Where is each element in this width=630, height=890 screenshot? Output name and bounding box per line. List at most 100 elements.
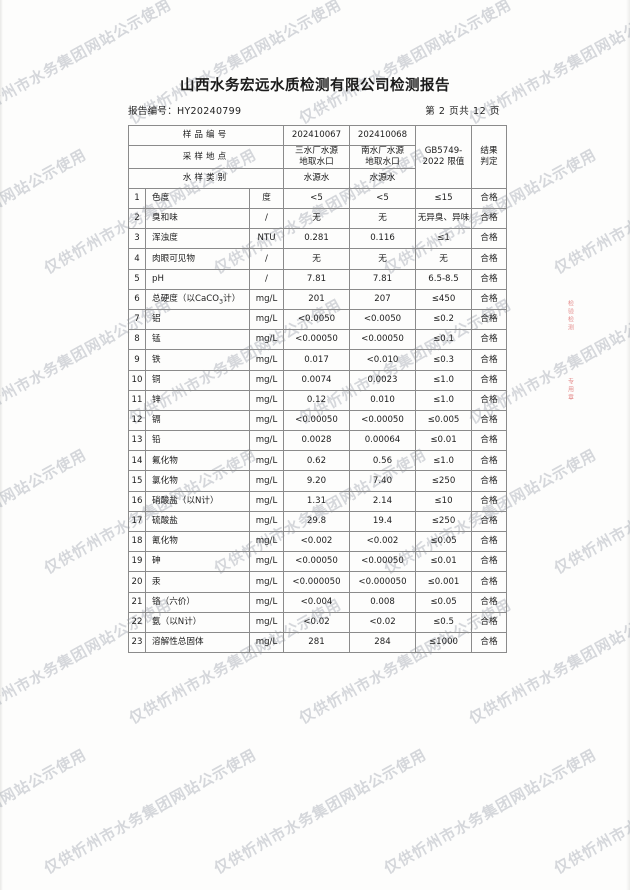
row-sample-2-value: <0.02 xyxy=(349,611,416,633)
paper-right-edge-shadow xyxy=(626,0,630,890)
row-index: 12 xyxy=(128,409,146,432)
row-limit-value: 无 xyxy=(415,248,472,270)
row-sample-1-value: 无 xyxy=(283,208,350,230)
row-unit: mg/L xyxy=(249,409,284,432)
table-row: 7 铝 mg/L <0.0050 <0.0050 ≤0.2 合格 xyxy=(128,308,507,331)
row-parameter-name: 硫酸盐 xyxy=(145,510,250,533)
row-verdict: 合格 xyxy=(471,409,507,432)
row-parameter-name: 铜 xyxy=(145,369,250,391)
row-parameter-name: 臭和味 xyxy=(145,208,250,230)
row-parameter-name: 铁 xyxy=(145,349,250,371)
row-unit: / xyxy=(249,208,284,230)
row-sample-1-value: <0.00050 xyxy=(283,409,350,432)
row-limit-value: 6.5-8.5 xyxy=(415,268,472,290)
row-sample-1-value: 无 xyxy=(283,248,350,270)
row-index: 2 xyxy=(128,208,146,230)
row-sample-1-value: 1.31 xyxy=(283,490,350,512)
header-sample-2-site: 南水厂水源 地取水口 xyxy=(349,145,416,169)
row-unit: mg/L xyxy=(249,611,284,633)
table-header-row-sample-no: 样品编号 202410067 202410068 GB5749- 2022 限值 结果 判定 xyxy=(128,124,507,189)
row-verdict: 合格 xyxy=(471,228,507,250)
red-stamp-fragment-lower: 专用章 xyxy=(566,378,574,402)
row-parameter-name: 铝 xyxy=(145,308,250,331)
row-parameter-name: 氨（以N计） xyxy=(145,611,250,633)
row-parameter-name: 镉 xyxy=(145,409,250,432)
row-index: 13 xyxy=(128,430,146,452)
row-sample-2-value: <0.00050 xyxy=(349,409,416,432)
row-limit-value: ≤0.01 xyxy=(415,551,472,573)
table-row: 16 硝酸盐（以N计） mg/L 1.31 2.14 ≤10 合格 xyxy=(128,490,507,512)
row-index: 22 xyxy=(128,611,146,633)
row-parameter-name: 总硬度（以CaCO3计） xyxy=(145,288,250,310)
table-row: 20 汞 mg/L <0.000050 <0.000050 ≤0.001 合格 xyxy=(128,571,507,593)
row-index: 7 xyxy=(128,308,146,331)
row-sample-1-value: <5 xyxy=(283,187,350,210)
table-row: 6 总硬度（以CaCO3计） mg/L 201 207 ≤450 合格 xyxy=(128,288,507,310)
row-unit: mg/L xyxy=(249,288,284,310)
row-sample-1-value: 29.8 xyxy=(283,510,350,533)
header-verdict: 结果 判定 xyxy=(471,125,507,189)
row-index: 18 xyxy=(128,531,146,553)
row-index: 20 xyxy=(128,571,146,593)
row-sample-2-value: 0.56 xyxy=(349,450,416,472)
site-line-2: 地取水口 xyxy=(365,156,400,167)
row-verdict: 合格 xyxy=(471,591,507,613)
row-sample-1-value: 281 xyxy=(283,631,350,654)
row-sample-1-value: <0.02 xyxy=(283,611,350,633)
standard-line-1: GB5749- xyxy=(424,146,463,157)
row-parameter-name: 硝酸盐（以N计） xyxy=(145,490,250,512)
table-row: 17 硫酸盐 mg/L 29.8 19.4 ≤250 合格 xyxy=(128,510,507,533)
table-row: 19 砷 mg/L <0.00050 <0.00050 ≤0.01 合格 xyxy=(128,551,507,573)
row-verdict: 合格 xyxy=(471,510,507,533)
row-sample-2-value: 无 xyxy=(349,248,416,270)
row-unit: mg/L xyxy=(249,369,284,391)
row-limit-value: ≤0.005 xyxy=(415,409,472,432)
row-sample-2-value: 284 xyxy=(349,631,416,654)
row-sample-1-value: 0.0074 xyxy=(283,369,350,391)
table-row: 21 铬（六价） mg/L <0.004 0.008 ≤0.05 合格 xyxy=(128,591,507,613)
row-sample-1-value: <0.004 xyxy=(283,591,350,613)
row-sample-2-value: <0.0050 xyxy=(349,308,416,331)
table-row: 23 溶解性总固体 mg/L 281 284 ≤1000 合格 xyxy=(128,631,507,654)
row-limit-value: ≤10 xyxy=(415,490,472,512)
row-sample-2-value: 2.14 xyxy=(349,490,416,512)
row-index: 17 xyxy=(128,510,146,533)
row-sample-2-value: <0.00050 xyxy=(349,551,416,573)
row-limit-value: ≤0.5 xyxy=(415,611,472,633)
table-row: 1 色度度 <5 <5 ≤15 合格 xyxy=(128,187,507,210)
row-verdict: 合格 xyxy=(471,308,507,331)
row-sample-1-value: 0.017 xyxy=(283,349,350,371)
row-sample-2-value: <0.010 xyxy=(349,349,416,371)
row-index: 16 xyxy=(128,490,146,512)
row-limit-value: 无异臭、异味 xyxy=(415,208,472,230)
row-unit: mg/L xyxy=(249,349,284,371)
row-limit-value: ≤0.05 xyxy=(415,531,472,553)
row-index: 15 xyxy=(128,470,146,492)
row-sample-1-value: 201 xyxy=(283,288,350,310)
row-index: 3 xyxy=(128,228,146,250)
row-verdict: 合格 xyxy=(471,208,507,230)
row-unit: 度 xyxy=(249,187,284,210)
row-index: 1 xyxy=(128,187,146,210)
row-limit-value: ≤1.0 xyxy=(415,389,472,411)
table-row: 14 氟化物 mg/L 0.62 0.56 ≤1.0 合格 xyxy=(128,450,507,472)
row-unit: mg/L xyxy=(249,510,284,533)
row-sample-1-value: <0.000050 xyxy=(283,571,350,593)
table-row: 4 肉眼可见物 / 无无无合格 xyxy=(128,248,507,270)
row-unit: mg/L xyxy=(249,631,284,654)
row-limit-value: ≤250 xyxy=(415,470,472,492)
row-limit-value: ≤250 xyxy=(415,510,472,533)
verdict-line-2: 判定 xyxy=(480,156,498,167)
row-limit-value: ≤0.2 xyxy=(415,308,472,331)
page-title: 山西水务宏远水质检测有限公司检测报告 xyxy=(180,78,450,94)
row-sample-2-value: <0.00050 xyxy=(349,329,416,351)
row-parameter-name: 浑浊度 xyxy=(145,228,250,250)
row-index: 9 xyxy=(128,349,146,371)
table-row: 2 臭和味 / 无无无异臭、异味 合格 xyxy=(128,208,507,230)
row-parameter-name: 氰化物 xyxy=(145,531,250,553)
row-index: 6 xyxy=(128,288,146,310)
row-verdict: 合格 xyxy=(471,450,507,472)
row-sample-2-value: 0.0023 xyxy=(349,369,416,391)
row-parameter-name: 溶解性总固体 xyxy=(145,631,250,654)
